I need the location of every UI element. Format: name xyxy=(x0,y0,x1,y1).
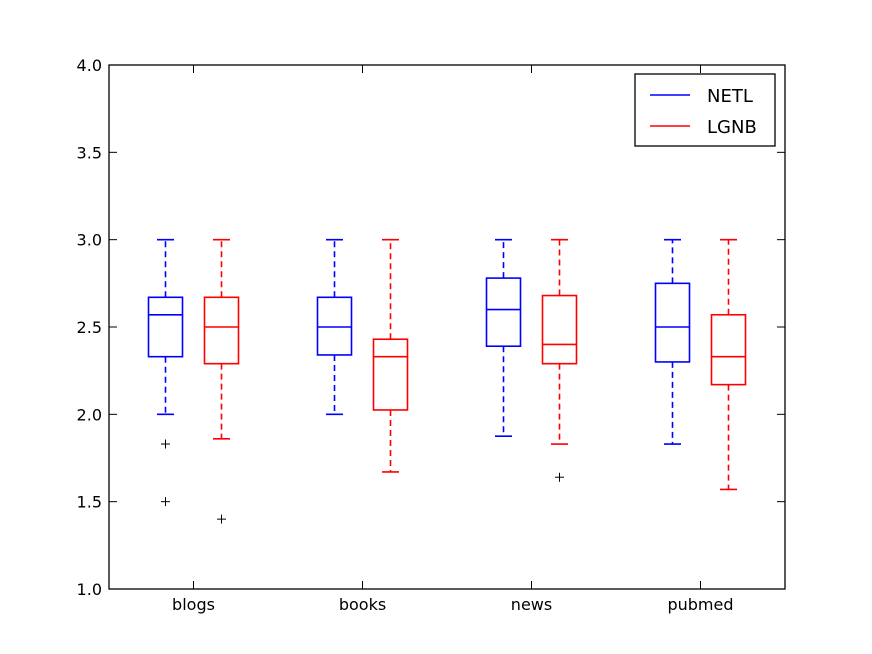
iqr-box xyxy=(541,294,578,365)
x-tick-label: blogs xyxy=(172,595,215,614)
y-tick-label: 4.0 xyxy=(77,56,102,75)
outlier-marker xyxy=(161,439,170,449)
y-tick-label: 2.5 xyxy=(77,318,102,337)
x-tick-label: pubmed xyxy=(667,595,733,614)
y-tick-label: 1.5 xyxy=(77,493,102,512)
box-netl-news xyxy=(485,238,522,437)
iqr-box xyxy=(654,282,691,363)
x-tick-label: books xyxy=(339,595,386,614)
y-tick-label: 3.5 xyxy=(77,143,102,162)
box-lgnb-news xyxy=(541,238,578,482)
outlier-marker xyxy=(555,472,564,482)
iqr-box xyxy=(203,296,240,365)
outlier-marker xyxy=(217,514,226,524)
legend-label: LGNB xyxy=(707,117,757,138)
axes-layer: 1.0 1.5 2.0 2.5 3.0 3.5 4.0 blogs books news pubme… xyxy=(77,56,785,614)
box-lgnb-pubmed xyxy=(710,238,747,491)
iqr-box xyxy=(485,277,522,348)
outlier-marker xyxy=(161,497,170,507)
iqr-box xyxy=(147,296,184,358)
box-netl-pubmed xyxy=(654,238,691,445)
x-tick-label: news xyxy=(511,595,552,614)
legend-frame xyxy=(634,73,776,147)
iqr-box xyxy=(710,313,747,386)
box-netl-books xyxy=(316,238,353,416)
y-tick-label: 2.0 xyxy=(77,405,102,424)
iqr-box xyxy=(316,296,353,356)
y-tick-label: 3.0 xyxy=(77,231,102,250)
boxes-layer xyxy=(147,238,747,524)
box-lgnb-books xyxy=(372,238,409,473)
iqr-box xyxy=(372,338,409,411)
box-netl-blogs xyxy=(147,238,184,507)
box-lgnb-blogs xyxy=(203,238,240,524)
legend: NETL LGNB xyxy=(634,73,776,147)
legend-label: NETL xyxy=(707,86,753,107)
y-tick-label: 1.0 xyxy=(77,580,102,599)
